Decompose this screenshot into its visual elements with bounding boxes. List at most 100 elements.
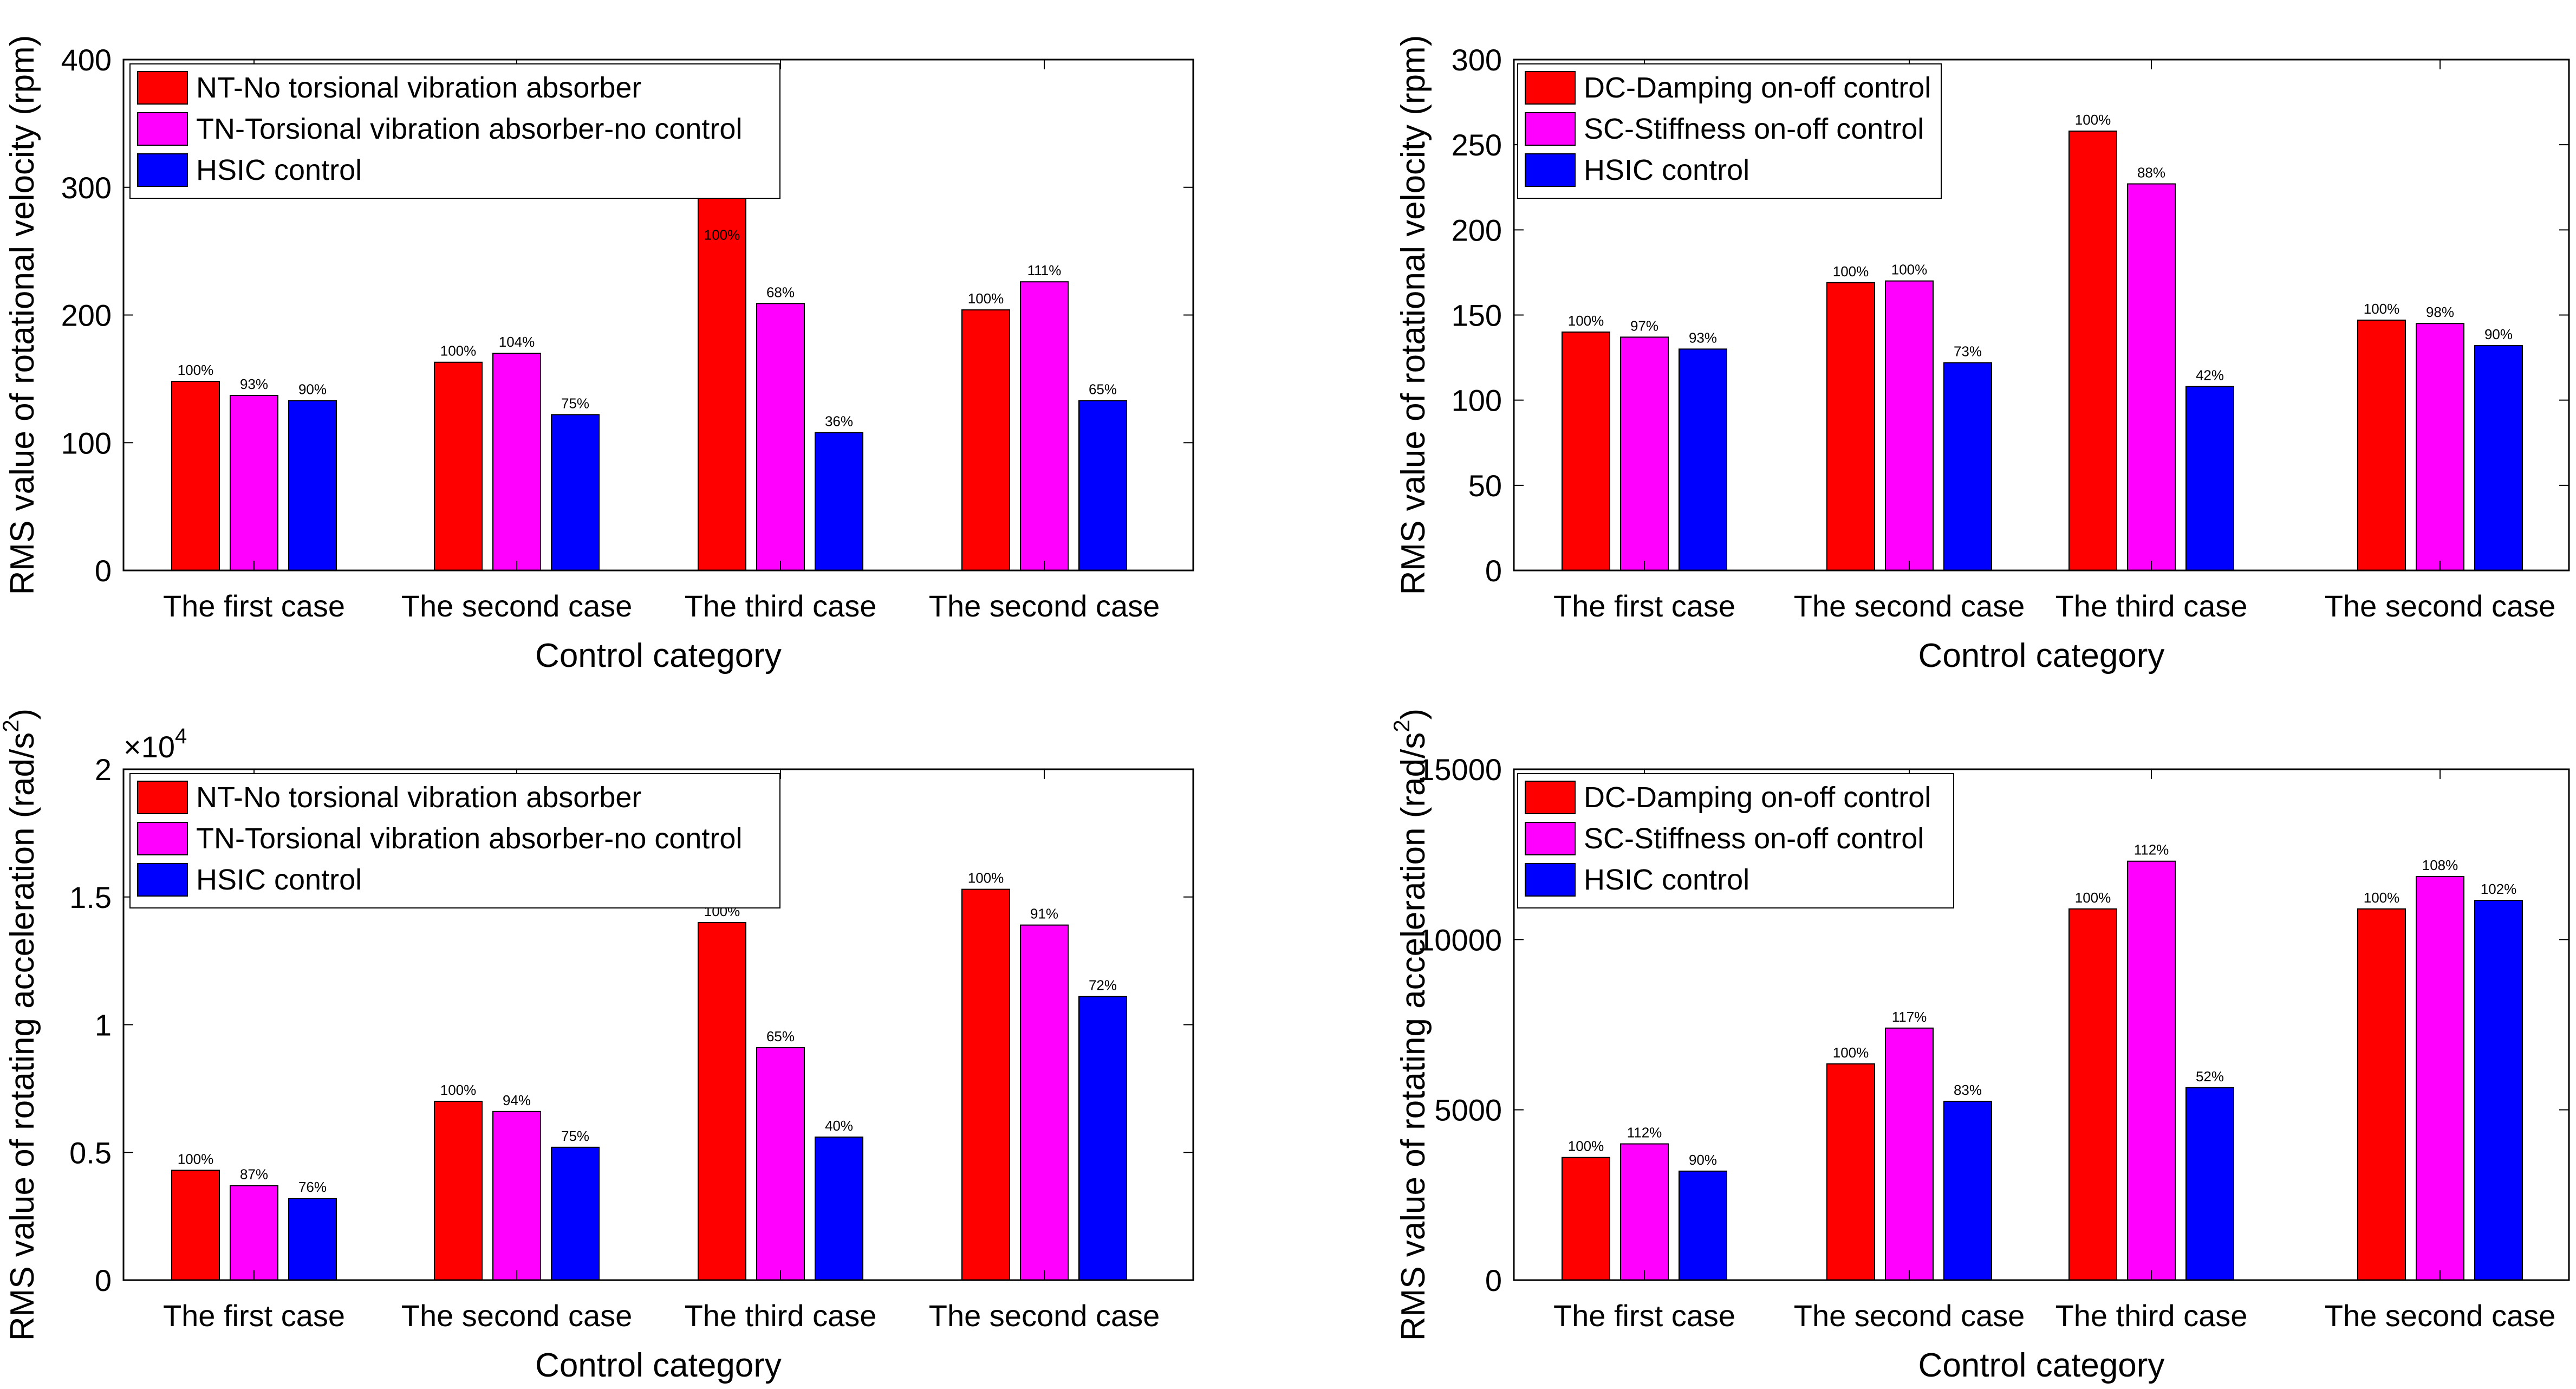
y-tick-label: 100 — [61, 426, 112, 460]
bar-series2-cat2 — [492, 353, 541, 571]
legend-swatch-1 — [137, 71, 188, 105]
data-label: 42% — [2196, 367, 2224, 384]
x-tick-label: The third case — [685, 589, 877, 623]
legend-box — [129, 63, 780, 199]
bar-series1-cat1 — [171, 381, 220, 572]
legend-entry-1: DC-Damping on-off control — [1584, 781, 1931, 814]
y-axis-label: RMS value of rotational velocity (rpm) — [1395, 35, 1432, 595]
data-label: 104% — [499, 334, 535, 350]
axes-frame — [122, 768, 1194, 1281]
bar-series3-cat3 — [815, 432, 863, 572]
bar-series2-cat1 — [1620, 1143, 1669, 1281]
chart-panel-3: 100% 87% 76% The first case 100% 94% 75% The se… — [0, 709, 1194, 1384]
bar-series1-cat3 — [2068, 131, 2117, 571]
x-tick-label: The second case — [929, 1299, 1160, 1333]
x-axis-label: Control category — [535, 1347, 782, 1384]
y-tick-label: 0 — [95, 1263, 112, 1297]
legend-swatch-3 — [1525, 863, 1576, 897]
y-axis-label: RMS value of rotating acceleration (rad/… — [0, 709, 41, 1341]
legend-swatch-3 — [137, 153, 188, 187]
axes-frame — [1513, 768, 2570, 1281]
data-label: 75% — [561, 395, 589, 411]
y-tick-label: 0.5 — [69, 1135, 112, 1170]
x-tick-label: The first case — [163, 1299, 345, 1333]
legend-box — [1517, 773, 1954, 908]
bar-series1-cat4 — [2357, 908, 2406, 1281]
bar-series1-cat3 — [698, 196, 746, 571]
data-label: 112% — [1627, 1125, 1662, 1141]
data-label: 97% — [1630, 317, 1658, 334]
data-label: 90% — [2484, 326, 2513, 342]
bar-series1-cat4 — [961, 309, 1010, 571]
x-tick-label: The first case — [163, 589, 345, 623]
bar-series3-cat4 — [1078, 400, 1127, 571]
data-label: 83% — [1954, 1082, 1982, 1098]
y-tick-label: 400 — [61, 43, 112, 77]
bar-series2-cat3 — [2127, 183, 2176, 572]
x-axis-label: Control category — [1918, 1347, 2165, 1384]
y-tick-label: 15000 — [1417, 752, 1502, 787]
bar-series3-cat2 — [551, 414, 600, 571]
data-label: 100% — [1568, 313, 1604, 329]
data-label: 100% — [440, 343, 477, 359]
bar-series2-cat1 — [230, 1185, 278, 1281]
legend-entry-1: NT-No torsional vibration absorber — [196, 781, 641, 814]
axes-frame — [122, 59, 1194, 572]
data-label: 102% — [2481, 881, 2517, 897]
bar-series3-cat2 — [1943, 1100, 1992, 1281]
chart-panel-2: 100% 97% 93% The first case 100% 100% 73% The s… — [1395, 35, 2570, 674]
data-label: 72% — [1089, 977, 1117, 994]
data-label: 100% — [2364, 890, 2400, 906]
x-tick-label: The third case — [2055, 1299, 2248, 1333]
legend-entry-2: SC-Stiffness on-off control — [1584, 113, 1924, 145]
axes-frame — [1513, 59, 2570, 572]
data-label: 108% — [2422, 857, 2458, 873]
bar-series2-cat1 — [230, 395, 278, 572]
legend-entry-3: HSIC control — [1584, 864, 1749, 896]
data-label: 40% — [825, 1118, 853, 1134]
data-label: 88% — [2137, 164, 2165, 180]
legend-entry-1: NT-No torsional vibration absorber — [196, 72, 641, 104]
x-axis-label: Control category — [1918, 637, 2165, 674]
x-tick-label: The second case — [401, 1299, 632, 1333]
data-label: 91% — [1030, 906, 1058, 922]
bar-series1-cat4 — [961, 888, 1010, 1281]
bar-series1-cat2 — [434, 361, 483, 571]
bar-series2-cat3 — [2127, 860, 2176, 1281]
bar-series1-cat3 — [2068, 908, 2117, 1281]
bar-series2-cat3 — [756, 1047, 805, 1281]
y-tick-label: 150 — [1452, 298, 1502, 333]
bar-series1-cat2 — [434, 1100, 483, 1281]
legend-entry-3: HSIC control — [196, 864, 362, 896]
bar-series2-cat2 — [1885, 280, 1934, 571]
data-label: 100% — [1568, 1138, 1604, 1154]
data-label: 36% — [825, 413, 853, 429]
data-label: 100% — [178, 362, 214, 378]
bar-series1-cat1 — [1562, 1157, 1610, 1281]
legend-entry-2: TN-Torsional vibration absorber-no contr… — [196, 113, 742, 145]
y-tick-label: 0 — [95, 554, 112, 588]
y-axis-label-superscript: 2 — [0, 719, 23, 732]
bar-series2-cat4 — [2416, 323, 2464, 571]
legend-swatch-1 — [137, 781, 188, 814]
bar-series2-cat1 — [1620, 336, 1669, 571]
data-label: 52% — [2196, 1068, 2224, 1085]
y-tick-label: 200 — [61, 298, 112, 333]
data-label: 112% — [2134, 842, 2169, 858]
bar-series1-cat3 — [698, 921, 746, 1281]
bar-series1-cat1 — [171, 1170, 220, 1281]
data-label: 73% — [1954, 343, 1982, 360]
y-tick-label: 2 — [95, 752, 112, 787]
x-tick-label: The first case — [1553, 1299, 1735, 1333]
bar-series2-cat3 — [756, 303, 805, 571]
bar-series2-cat2 — [1885, 1027, 1934, 1281]
bar-series2-cat4 — [1020, 924, 1069, 1281]
bar-series1-cat2 — [1826, 1063, 1875, 1281]
legend-swatch-1 — [1525, 781, 1576, 814]
bar-series2-cat2 — [492, 1111, 541, 1281]
legend-entry-2: TN-Torsional vibration absorber-no contr… — [196, 822, 742, 855]
chart-panel-1: 100% 93% 90% The first case 100% 104% 75% The s… — [4, 35, 1194, 674]
axis-multiplier: ×104 — [123, 724, 187, 764]
y-axis-label-end: ) — [4, 709, 41, 720]
data-label: 93% — [240, 376, 268, 392]
